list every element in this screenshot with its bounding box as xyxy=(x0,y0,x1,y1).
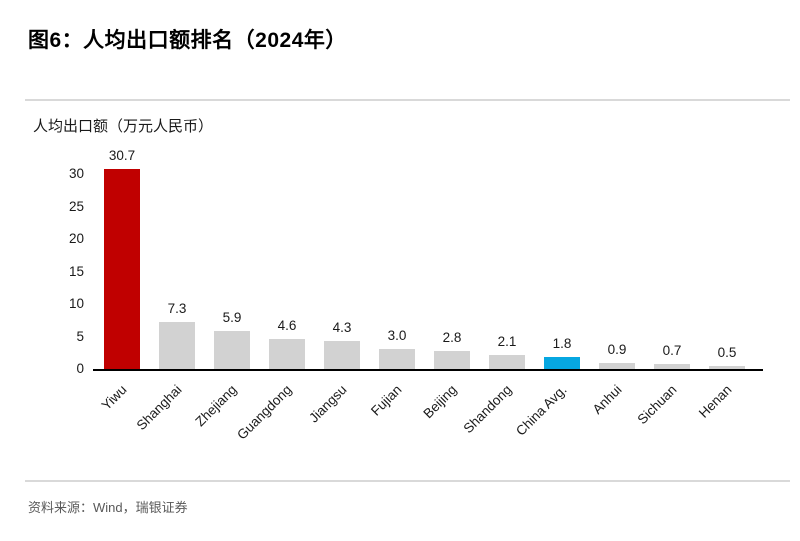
bar xyxy=(544,357,580,369)
bar-value-label: 30.7 xyxy=(108,148,136,163)
x-axis-line xyxy=(93,369,763,371)
y-axis-tick-label: 25 xyxy=(68,198,84,214)
page-title: 图6：人均出口额排名（2024年） xyxy=(28,29,347,52)
bar xyxy=(159,322,195,369)
bar xyxy=(489,355,525,369)
bar xyxy=(324,341,360,369)
bar xyxy=(104,169,140,369)
bar-value-label: 4.3 xyxy=(332,320,352,335)
y-axis-tick-label: 15 xyxy=(68,263,84,279)
bottom-divider xyxy=(25,480,790,482)
bar-value-label: 5.9 xyxy=(222,310,242,325)
bar-value-label: 4.6 xyxy=(277,318,297,333)
y-axis-tick-label: 10 xyxy=(68,296,84,311)
bar-value-label: 0.9 xyxy=(607,342,627,357)
y-axis-tick-label: 20 xyxy=(68,231,84,246)
y-axis-tick-label: 5 xyxy=(76,328,84,344)
bar-value-label: 2.8 xyxy=(442,330,462,345)
bar-value-label: 0.5 xyxy=(717,345,737,360)
bar xyxy=(599,363,635,369)
bar xyxy=(434,351,470,369)
bar xyxy=(654,364,690,369)
bar-value-label: 3.0 xyxy=(387,328,407,343)
y-axis-tick-label: 0 xyxy=(76,361,84,376)
y-axis-tick-label: 30 xyxy=(68,166,84,181)
bar-value-label: 7.3 xyxy=(167,301,187,316)
bar-value-label: 2.1 xyxy=(497,334,517,349)
source-note: 资料来源：Wind，瑞银证券 xyxy=(28,500,188,515)
top-divider xyxy=(25,99,790,101)
bar-value-label: 1.8 xyxy=(552,336,572,351)
bar-value-label: 0.7 xyxy=(662,343,682,358)
bar xyxy=(709,366,745,369)
bar xyxy=(214,331,250,369)
bar xyxy=(269,339,305,369)
y-axis-title: 人均出口额（万元人民币） xyxy=(33,118,214,135)
bar xyxy=(379,349,415,369)
